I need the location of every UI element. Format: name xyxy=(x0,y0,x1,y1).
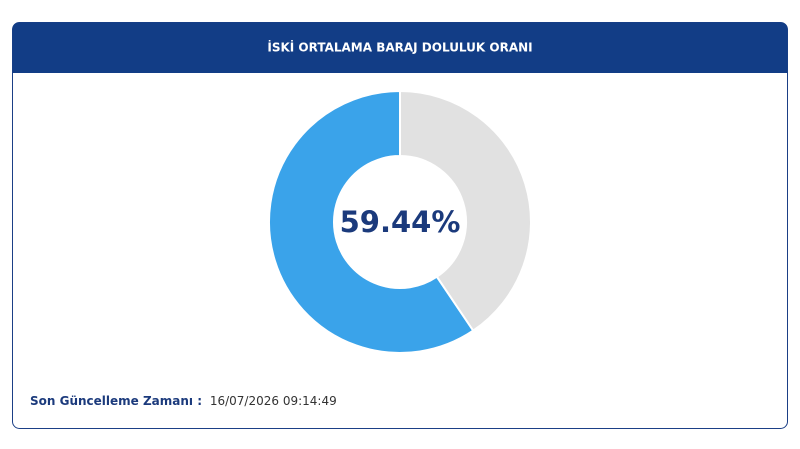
card-header xyxy=(12,22,788,73)
donut xyxy=(268,89,532,354)
donut-slice xyxy=(399,89,532,333)
footer: Son Güncelleme Zamanı : 16/07/2026 09:14… xyxy=(30,394,337,408)
donut-slice xyxy=(268,89,475,354)
center-label: 59.44% xyxy=(340,205,461,239)
footer-value: 16/07/2026 09:14:49 xyxy=(210,394,337,408)
footer-label: Son Güncelleme Zamanı : xyxy=(30,394,202,408)
chart-title: İSKİ ORTALAMA BARAJ DOLULUK ORANI xyxy=(267,40,532,55)
